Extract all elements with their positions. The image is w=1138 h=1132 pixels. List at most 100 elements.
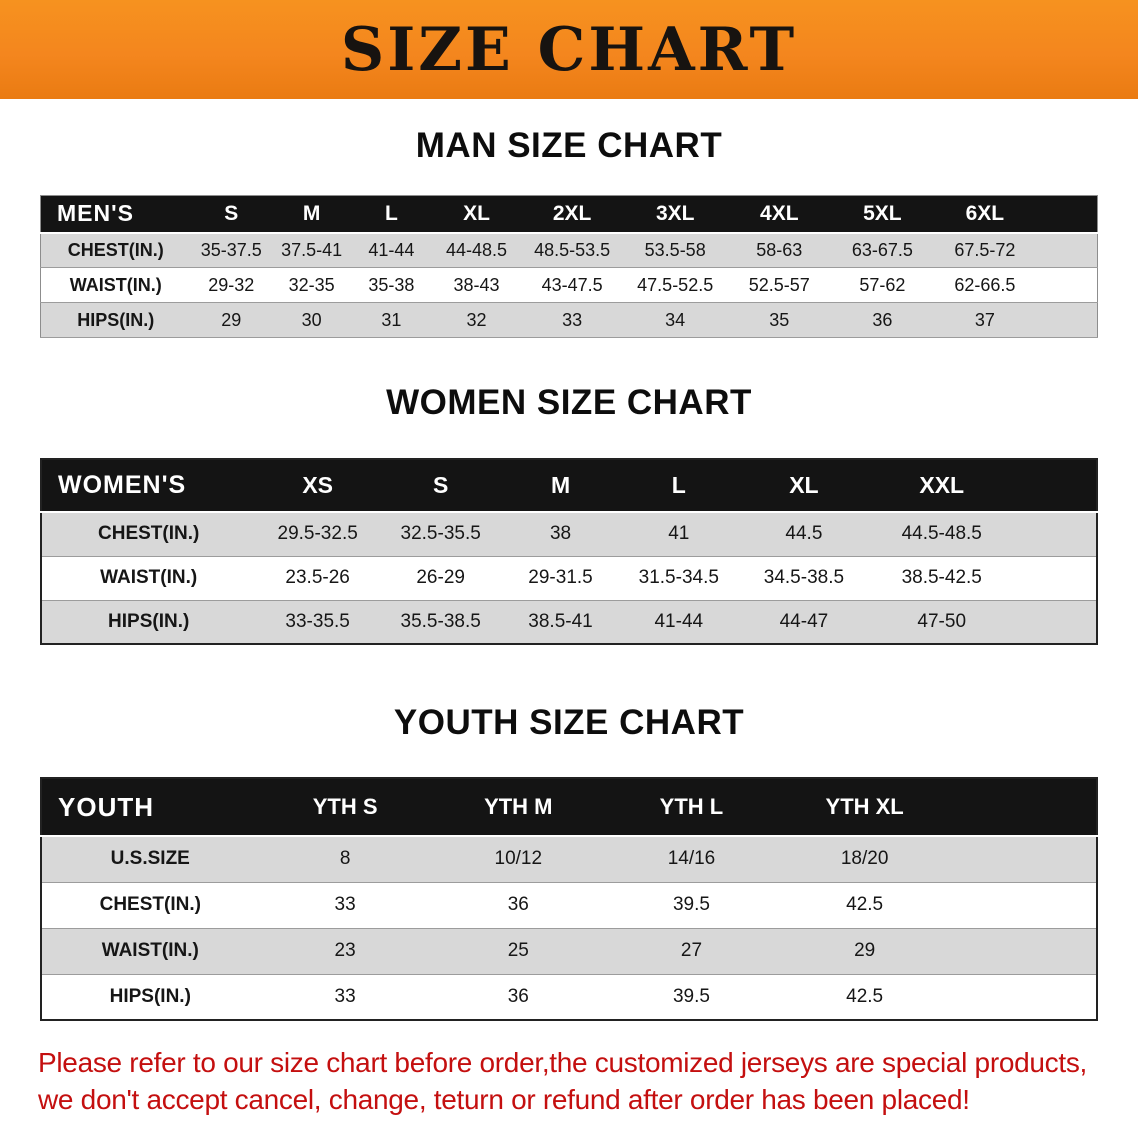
men-col-header: M bbox=[271, 195, 352, 234]
women-col-header: XXL bbox=[869, 459, 1014, 513]
youth-size-cell: 14/16 bbox=[667, 848, 716, 870]
women-section-heading: WOMEN SIZE CHART bbox=[386, 383, 752, 422]
men-size-cell: 52.5-57 bbox=[748, 274, 810, 295]
banner: SIZE CHART bbox=[0, 0, 1138, 99]
men-row-label: CHEST(IN.) bbox=[67, 239, 164, 260]
women-table-corner-label: WOMEN'S bbox=[41, 459, 256, 513]
table-filler-cell bbox=[1014, 600, 1097, 644]
women-size-cell: 33-35.5 bbox=[285, 610, 350, 632]
women-hips-row: HIPS(IN.) 33-35.5 35.5-38.5 38.5-41 41-4… bbox=[41, 600, 1097, 644]
youth-row-label: CHEST(IN.) bbox=[99, 894, 201, 915]
youth-section-heading: YOUTH SIZE CHART bbox=[393, 703, 745, 742]
page-title: SIZE CHART bbox=[340, 14, 798, 85]
men-size-cell: 41-44 bbox=[368, 239, 415, 260]
men-size-table: MEN'S S M L XL 2XL 3XL 4XL 5XL 6XL CHEST… bbox=[40, 195, 1098, 338]
men-col-header: 2XL bbox=[521, 195, 623, 234]
youth-chest-row: CHEST(IN.) 33 36 39.5 42.5 bbox=[41, 882, 1097, 928]
women-chest-row: CHEST(IN.) 29.5-32.5 32.5-35.5 38 41 44.… bbox=[41, 512, 1097, 556]
men-section-heading: MAN SIZE CHART bbox=[415, 126, 723, 165]
women-size-cell: 34.5-38.5 bbox=[763, 567, 845, 588]
youth-size-cell: 10/12 bbox=[494, 848, 543, 870]
men-size-cell: 37 bbox=[974, 309, 995, 330]
men-row-label: WAIST(IN.) bbox=[69, 274, 162, 295]
note-line-2: we don't accept cancel, change, teturn o… bbox=[38, 1083, 970, 1115]
women-size-cell: 44.5-48.5 bbox=[901, 523, 982, 545]
men-size-cell: 29 bbox=[221, 309, 242, 330]
men-size-cell: 31 bbox=[381, 309, 402, 330]
youth-col-header: YTH XL bbox=[778, 778, 952, 837]
men-size-cell: 37.5-41 bbox=[281, 239, 343, 260]
women-size-cell: 38.5-42.5 bbox=[901, 567, 982, 588]
men-size-cell: 63-67.5 bbox=[851, 239, 913, 260]
table-filler-cell bbox=[1036, 268, 1097, 303]
women-size-cell: 41 bbox=[668, 523, 690, 545]
youth-size-cell: 36 bbox=[507, 985, 529, 1007]
men-row-label: HIPS(IN.) bbox=[77, 309, 155, 330]
men-size-cell: 35-37.5 bbox=[200, 239, 262, 260]
youth-size-cell: 39.5 bbox=[672, 985, 710, 1007]
youth-size-cell: 23 bbox=[334, 940, 356, 961]
men-size-cell: 32-35 bbox=[288, 274, 335, 295]
men-col-header: L bbox=[351, 195, 432, 234]
men-size-cell: 35 bbox=[769, 309, 790, 330]
men-col-header: 3XL bbox=[622, 195, 728, 234]
youth-size-cell: 25 bbox=[507, 940, 529, 961]
men-table-corner-label: MEN'S bbox=[40, 195, 191, 234]
youth-size-cell: 33 bbox=[334, 985, 356, 1007]
youth-size-cell: 39.5 bbox=[672, 894, 710, 915]
youth-col-header: YTH M bbox=[431, 778, 605, 837]
table-filler-cell bbox=[1036, 303, 1097, 338]
women-row-label: HIPS(IN.) bbox=[108, 610, 190, 632]
men-header-row: MEN'S S M L XL 2XL 3XL 4XL 5XL 6XL bbox=[40, 195, 1098, 234]
women-row-label: WAIST(IN.) bbox=[100, 567, 198, 588]
table-filler-cell bbox=[1014, 512, 1097, 556]
men-size-cell: 29-32 bbox=[208, 274, 255, 295]
youth-header-row: YOUTH YTH S YTH M YTH L YTH XL bbox=[41, 778, 1097, 837]
women-waist-row: WAIST(IN.) 23.5-26 26-29 29-31.5 31.5-34… bbox=[41, 556, 1097, 600]
order-policy-note: Please refer to our size chart before or… bbox=[38, 1045, 1100, 1119]
youth-waist-row: WAIST(IN.) 23 25 27 29 bbox=[41, 928, 1097, 974]
women-size-cell: 38 bbox=[549, 523, 572, 545]
women-size-cell: 38.5-41 bbox=[528, 610, 593, 632]
women-size-cell: 26-29 bbox=[416, 567, 465, 588]
women-size-cell: 29-31.5 bbox=[528, 567, 593, 588]
men-size-cell: 35-38 bbox=[368, 274, 415, 295]
men-hips-row: HIPS(IN.) 29 30 31 32 33 34 35 36 37 bbox=[40, 302, 1098, 338]
men-waist-row: WAIST(IN.) 29-32 32-35 35-38 38-43 43-47… bbox=[40, 268, 1098, 303]
men-size-cell: 44-48.5 bbox=[445, 239, 508, 260]
youth-col-header: YTH S bbox=[258, 778, 432, 837]
table-filler-cell bbox=[1036, 195, 1098, 234]
youth-row-label: HIPS(IN.) bbox=[109, 985, 191, 1007]
table-filler-cell bbox=[951, 882, 1097, 928]
note-line-1: Please refer to our size chart before or… bbox=[38, 1047, 1088, 1078]
table-filler-cell bbox=[951, 974, 1097, 1020]
men-col-header: 5XL bbox=[831, 195, 934, 234]
men-size-cell: 34 bbox=[665, 309, 686, 330]
men-size-cell: 48.5-53.5 bbox=[534, 239, 611, 260]
women-size-cell: 31.5-34.5 bbox=[638, 567, 719, 588]
women-size-cell: 29.5-32.5 bbox=[277, 523, 358, 545]
youth-size-cell: 8 bbox=[339, 848, 351, 870]
youth-size-table: YOUTH YTH S YTH M YTH L YTH XL U.S.SIZE … bbox=[40, 777, 1098, 1021]
women-col-header: XS bbox=[255, 459, 380, 513]
women-size-cell: 44-47 bbox=[779, 610, 829, 632]
table-filler-cell bbox=[1036, 233, 1097, 268]
table-filler-cell bbox=[951, 928, 1097, 974]
men-size-cell: 57-62 bbox=[859, 274, 906, 295]
women-section: WOMEN SIZE CHART WOMEN'S XS S M L XL XXL bbox=[0, 382, 1138, 645]
table-filler-cell bbox=[1014, 556, 1097, 600]
men-col-header: XL bbox=[431, 195, 522, 234]
men-size-cell: 43-47.5 bbox=[541, 274, 603, 295]
youth-size-cell: 27 bbox=[680, 940, 703, 961]
men-size-cell: 58-63 bbox=[756, 239, 803, 260]
women-size-cell: 47-50 bbox=[917, 610, 967, 632]
men-col-header: 6XL bbox=[933, 195, 1037, 234]
women-size-table: WOMEN'S XS S M L XL XXL CHEST(IN.) 29.5-… bbox=[40, 458, 1098, 645]
men-chest-row: CHEST(IN.) 35-37.5 37.5-41 41-44 44-48.5… bbox=[40, 232, 1098, 268]
women-row-label: CHEST(IN.) bbox=[98, 523, 200, 545]
women-col-header: M bbox=[501, 459, 620, 513]
men-size-cell: 53.5-58 bbox=[644, 239, 706, 260]
women-col-header: L bbox=[619, 459, 738, 513]
women-size-cell: 32.5-35.5 bbox=[400, 523, 481, 545]
youth-size-cell: 18/20 bbox=[840, 848, 889, 870]
